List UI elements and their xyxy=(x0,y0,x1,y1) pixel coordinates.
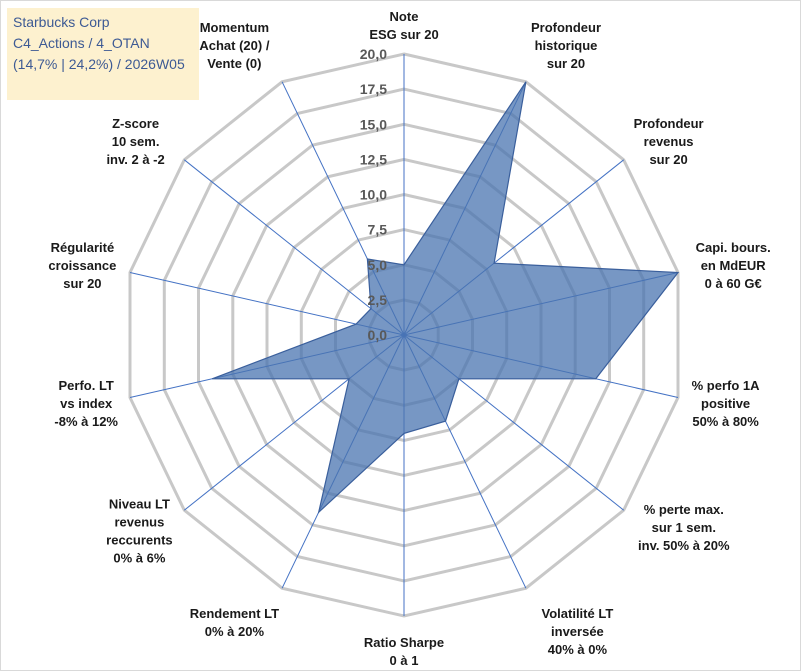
axis-label: Volatilité LT inversée 40% à 0% xyxy=(542,606,614,657)
axis-label: Rendement LT 0% à 20% xyxy=(190,606,279,639)
radar-tick-labels: 0,0 2,5 5,0 7,5 10,0 12,5 15,0 17,5 20,0 xyxy=(360,46,387,343)
info-box: Starbucks Corp C4_Actions / 4_OTAN (14,7… xyxy=(7,8,199,100)
axis-label: Momentum Achat (20) / Vente (0) xyxy=(199,20,269,71)
tick-label: 17,5 xyxy=(360,81,387,97)
tick-label: 0,0 xyxy=(368,327,388,343)
axis-label: Ratio Sharpe 0 à 1 xyxy=(364,635,444,668)
axis-label: Perfo. LT vs index -8% à 12% xyxy=(54,378,118,429)
axis-label: Profondeur historique sur 20 xyxy=(531,20,601,71)
tick-label: 7,5 xyxy=(368,222,388,238)
radar-axis-labels: Note ESG sur 20 Profondeur historique sur 20… xyxy=(48,9,770,668)
company-name: Starbucks Corp xyxy=(13,14,110,30)
tick-label: 15,0 xyxy=(360,116,387,132)
radar-series xyxy=(211,81,680,514)
tick-label: 12,5 xyxy=(360,151,387,167)
tick-label: 5,0 xyxy=(368,257,388,273)
tick-label: 2,5 xyxy=(368,292,388,308)
tick-label: 20,0 xyxy=(360,46,387,62)
axis-label: Profondeur revenus sur 20 xyxy=(634,116,704,167)
axis-label: Z-score 10 sem. inv. 2 à -2 xyxy=(106,116,164,167)
axis-label: Régularité croissance sur 20 xyxy=(48,240,116,291)
axis-label: Niveau LT revenus reccurents 0% à 6% xyxy=(106,496,172,565)
period-label: (14,7% | 24,2%) / 2026W05 xyxy=(13,56,185,72)
axis-label: Capi. bours. en MdEUR 0 à 60 G€ xyxy=(696,240,771,291)
portfolio-label: C4_Actions / 4_OTAN xyxy=(13,35,150,51)
axis-label: % perte max. sur 1 sem. inv. 50% à 20% xyxy=(638,502,730,553)
axis-spoke xyxy=(183,159,405,336)
axis-label: % perfo 1A positive 50% à 80% xyxy=(692,378,761,429)
axis-label: Note ESG sur 20 xyxy=(369,9,438,42)
tick-label: 10,0 xyxy=(360,187,387,203)
